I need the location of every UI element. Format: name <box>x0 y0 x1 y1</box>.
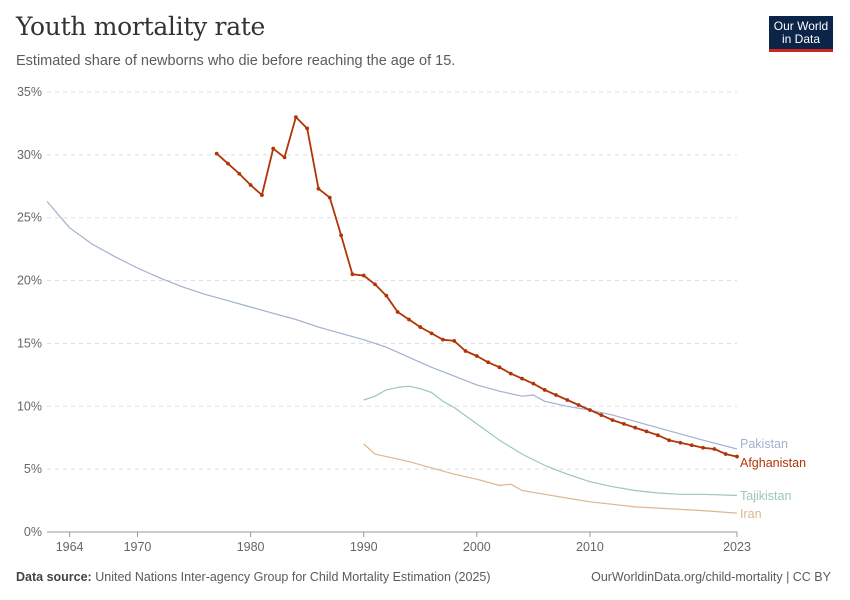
data-point-afghanistan <box>588 408 592 412</box>
x-tick-label: 1964 <box>56 540 84 554</box>
data-point-afghanistan <box>350 272 355 277</box>
data-point-afghanistan <box>497 365 502 370</box>
data-point-afghanistan <box>418 325 423 329</box>
series-lines <box>46 115 739 514</box>
logo-line-2: in Data <box>781 32 821 46</box>
chart-title: Youth mortality rate <box>16 12 266 41</box>
series-label-iran: Iran <box>740 507 762 521</box>
x-tick-label: 1990 <box>350 540 378 554</box>
data-point-afghanistan <box>327 195 332 200</box>
data-point-afghanistan <box>395 310 400 314</box>
data-point-afghanistan <box>441 337 445 342</box>
logo-line-1: Our World <box>773 19 829 33</box>
x-tick-label: 1970 <box>124 540 152 554</box>
credit-link[interactable]: OurWorldinData.org/child-mortality | CC … <box>591 570 831 584</box>
data-point-afghanistan <box>576 403 581 407</box>
data-point-afghanistan <box>305 126 310 131</box>
data-source: Data source: United Nations Inter-agency… <box>16 570 491 584</box>
data-point-afghanistan <box>248 183 253 187</box>
data-source-text: United Nations Inter-agency Group for Ch… <box>95 570 491 584</box>
data-point-afghanistan <box>361 273 366 278</box>
data-source-label: Data source: <box>16 570 92 584</box>
series-line-iran <box>363 443 738 514</box>
y-axis-ticks: 0% 5% 10% 15% 20% 25% 30% 35% <box>17 85 42 539</box>
data-point-afghanistan <box>237 171 242 176</box>
series-line-afghanistan <box>216 116 738 458</box>
x-tick-label: 2010 <box>576 540 604 554</box>
series-labels: Pakistan Afghanistan Tajikistan Iran <box>740 437 806 521</box>
series-label-tajikistan: Tajikistan <box>740 489 791 503</box>
data-point-afghanistan <box>226 161 230 166</box>
data-point-afghanistan <box>316 186 321 191</box>
data-point-afghanistan <box>214 151 219 156</box>
data-point-afghanistan <box>610 418 615 423</box>
x-tick-label: 2000 <box>463 540 491 554</box>
series-line-pakistan <box>46 201 738 450</box>
data-point-afghanistan <box>655 433 660 438</box>
data-point-afghanistan <box>542 388 547 392</box>
series-line-tajikistan <box>363 385 738 497</box>
y-tick-label: 35% <box>17 85 42 99</box>
owid-logo[interactable]: Our World in Data <box>769 16 833 52</box>
data-point-afghanistan <box>701 445 705 450</box>
data-point-afghanistan <box>554 393 558 397</box>
series-label-pakistan: Pakistan <box>740 437 788 451</box>
data-point-afghanistan <box>508 371 513 376</box>
data-point-afghanistan <box>474 354 479 358</box>
data-point-afghanistan <box>723 452 728 456</box>
data-point-afghanistan <box>565 398 570 402</box>
gridlines <box>47 91 737 470</box>
series-label-afghanistan: Afghanistan <box>740 456 806 470</box>
y-tick-label: 20% <box>17 274 42 288</box>
data-point-afghanistan <box>531 381 536 386</box>
data-point-afghanistan <box>429 331 434 336</box>
data-point-afghanistan <box>599 413 604 417</box>
data-point-afghanistan <box>407 317 411 322</box>
data-point-afghanistan <box>689 443 694 448</box>
chart-subtitle: Estimated share of newborns who die befo… <box>16 53 456 69</box>
data-point-afghanistan <box>621 421 626 426</box>
y-tick-label: 0% <box>24 525 42 539</box>
data-point-afghanistan <box>339 233 343 238</box>
y-tick-label: 25% <box>17 211 42 225</box>
data-point-afghanistan <box>271 146 276 151</box>
data-point-afghanistan <box>260 193 264 197</box>
data-point-afghanistan <box>644 429 649 434</box>
data-point-afghanistan <box>667 438 672 443</box>
data-point-afghanistan <box>678 440 683 445</box>
data-point-afghanistan <box>384 293 389 298</box>
data-point-afghanistan <box>486 360 491 365</box>
data-point-afghanistan <box>282 155 287 160</box>
y-tick-label: 10% <box>17 399 42 413</box>
data-point-afghanistan <box>520 376 524 381</box>
data-point-afghanistan <box>633 425 638 430</box>
y-tick-label: 5% <box>24 462 42 476</box>
data-point-afghanistan <box>463 349 468 353</box>
data-point-afghanistan <box>735 454 739 459</box>
y-tick-label: 15% <box>17 336 42 350</box>
x-tick-label: 1980 <box>237 540 265 554</box>
y-tick-label: 30% <box>17 148 42 162</box>
data-point-afghanistan <box>373 282 377 287</box>
x-tick-label: 2023 <box>723 540 751 554</box>
data-point-afghanistan <box>293 115 298 120</box>
data-point-afghanistan <box>452 339 457 343</box>
x-axis: 1964 1970 1980 1990 2000 2010 2023 <box>47 531 751 554</box>
data-point-afghanistan <box>712 447 717 451</box>
